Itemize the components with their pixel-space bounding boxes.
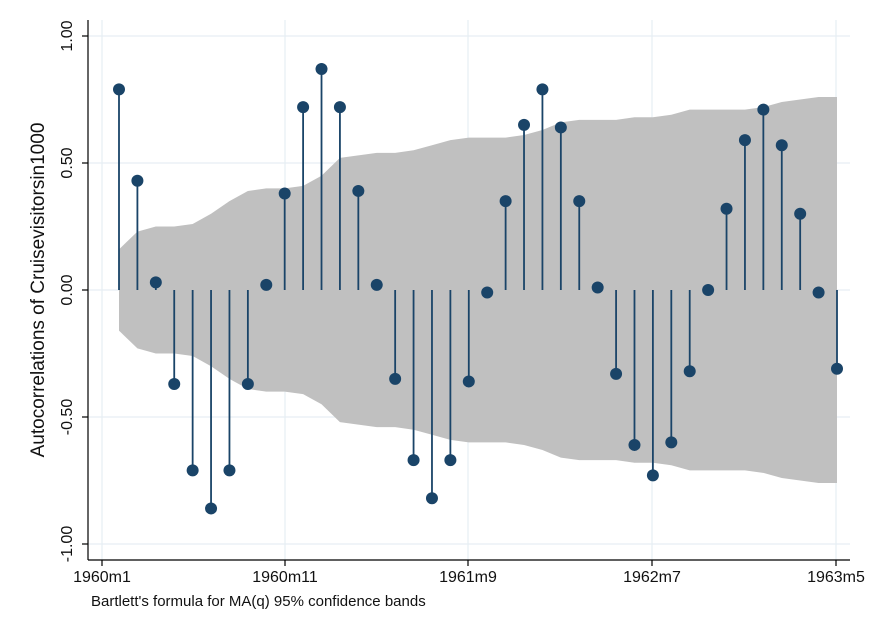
acf-point: [481, 286, 494, 299]
acf-point: [720, 202, 733, 215]
acf-point: [702, 284, 715, 296]
acf-point: [812, 286, 825, 299]
acf-point: [149, 276, 162, 289]
acf-point: [518, 118, 531, 131]
acf-point: [628, 438, 641, 451]
acf-point: [775, 139, 788, 152]
acf-point: [407, 454, 420, 467]
acf-point: [665, 436, 678, 449]
y-tick-label: -0.50: [59, 399, 76, 436]
acf-point: [573, 195, 586, 208]
acf-point: [499, 195, 512, 208]
acf-point: [554, 121, 567, 134]
acf-point: [352, 184, 365, 197]
acf-point: [223, 464, 236, 477]
x-tick-label: 1960m11: [252, 569, 318, 586]
acf-point: [389, 372, 402, 385]
y-tick-label: 1.00: [59, 20, 76, 51]
acf-point: [831, 362, 843, 375]
y-axis-title: Autocorrelations of Cruisevisitorsin1000: [28, 123, 49, 458]
acf-point: [536, 83, 549, 96]
acf-point: [113, 83, 125, 96]
acf-point: [610, 367, 623, 380]
acf-point: [168, 377, 181, 390]
y-tick-label: -1.00: [59, 526, 76, 563]
acf-point: [131, 174, 144, 187]
tick-labels: -1.00 -0.50 0.00 0.50 1.00 1960m1 1960m11 1961m…: [59, 20, 865, 586]
acf-point: [297, 101, 310, 114]
acf-point: [278, 187, 291, 200]
acf-stems: [113, 63, 843, 515]
acf-point: [333, 101, 346, 114]
acf-point: [646, 469, 659, 482]
confidence-band-area: [119, 96, 837, 484]
acf-point: [370, 278, 383, 291]
acf-point: [425, 492, 438, 505]
acf-point: [205, 502, 218, 515]
acf-point: [315, 63, 328, 76]
acf-point: [444, 454, 457, 467]
acf-point: [462, 375, 475, 388]
x-tick-label: 1963m5: [807, 569, 865, 586]
acf-point: [738, 134, 751, 147]
y-tick-label: 0.00: [59, 274, 76, 305]
x-tick-label: 1961m9: [439, 569, 497, 586]
acf-point: [757, 103, 770, 116]
y-tick-label: 0.50: [59, 147, 76, 178]
acf-point: [591, 281, 604, 294]
acf-point: [186, 464, 199, 477]
confidence-band: [119, 96, 837, 484]
acf-point: [794, 207, 807, 220]
acf-point: [260, 278, 273, 291]
acf-point: [241, 377, 254, 390]
chart-note: Bartlett's formula for MA(q) 95% confide…: [91, 593, 426, 610]
axes: [82, 20, 850, 566]
x-tick-label: 1960m1: [73, 569, 131, 586]
acf-point: [683, 365, 696, 378]
x-tick-label: 1962m7: [623, 569, 681, 586]
